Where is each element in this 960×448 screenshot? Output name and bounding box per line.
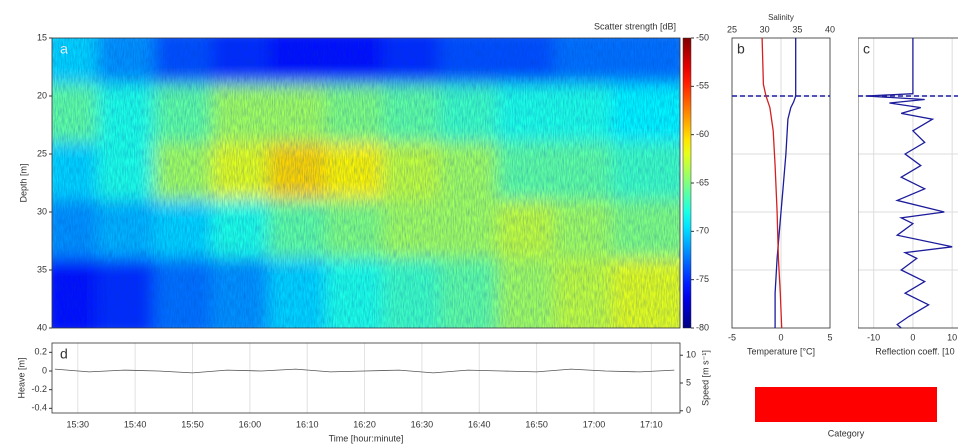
category-label: Category <box>828 428 865 438</box>
x2-tick-label: 25 <box>727 24 737 34</box>
x-axis-label: Reflection coeff. [10 <box>875 346 954 356</box>
category-swatch <box>755 387 937 422</box>
x-tick-label: 17:10 <box>640 419 663 429</box>
x2-axis-label: Salinity <box>768 13 794 22</box>
x-tick-label: 17:00 <box>583 419 606 429</box>
panel-label: c <box>863 41 870 57</box>
x-tick-label: 16:50 <box>525 419 548 429</box>
x-tick-label: 15:30 <box>67 419 90 429</box>
x-tick-label: 15:50 <box>181 419 204 429</box>
x-tick-label: 0 <box>778 332 783 342</box>
y-axis-label: Depth [m] <box>18 163 28 202</box>
y2-tick-label: 5 <box>686 377 691 387</box>
profile-line <box>761 37 783 329</box>
y-tick-label: 30 <box>37 206 47 216</box>
y-tick-label: 15 <box>37 32 47 42</box>
y2-axis-label: Speed [m s⁻¹] <box>700 350 710 406</box>
colorbar-tick-label: -55 <box>696 81 709 91</box>
x-tick-label: 16:30 <box>411 419 434 429</box>
y2-tick-label: 0 <box>686 405 691 415</box>
colorbar-tick-label: -60 <box>696 129 709 139</box>
colorbar-tick-label: -80 <box>696 322 709 332</box>
y-axis-label: Heave [m] <box>16 357 26 398</box>
frame <box>51 342 681 414</box>
y-tick-label: 20 <box>37 90 47 100</box>
x-axis-label: Time [hour:minute] <box>329 433 404 443</box>
x2-tick-label: 40 <box>825 24 835 34</box>
x2-tick-label: 30 <box>760 24 770 34</box>
colorbar <box>682 37 692 329</box>
profile-line <box>774 38 797 328</box>
x-tick-label: 16:20 <box>353 419 376 429</box>
x-tick-label: 16:10 <box>296 419 319 429</box>
panel-label: d <box>60 346 68 362</box>
x-tick-label: 15:40 <box>124 419 147 429</box>
x2-tick-label: 35 <box>792 24 802 34</box>
x-tick-label: 10 <box>947 332 957 342</box>
panel: -10 0 10 Reflection coeff. [10 c <box>858 37 958 356</box>
colorbar-tick-label: -75 <box>696 274 709 284</box>
colorbar-label: Scatter strength [dB] <box>594 21 676 31</box>
x-axis-label: Temperature [°C] <box>747 346 815 356</box>
heave-line <box>54 368 675 374</box>
x-tick-label: -10 <box>867 332 880 342</box>
x-tick-label: 0 <box>910 332 915 342</box>
colorbar-tick-label: -65 <box>696 177 709 187</box>
x-tick-label: -5 <box>728 332 736 342</box>
x-tick-label: 5 <box>827 332 832 342</box>
x-tick-label: 16:00 <box>239 419 262 429</box>
y-tick-label: 25 <box>37 148 47 158</box>
y-tick-label: 40 <box>37 322 47 332</box>
panel-label: b <box>737 41 745 57</box>
y-tick-label: -0.4 <box>31 403 47 413</box>
frame <box>731 37 831 329</box>
colorbar-tick-label: -50 <box>696 32 709 42</box>
echogram-texture <box>52 38 680 328</box>
y-tick-label: -0.2 <box>31 384 47 394</box>
profile-line <box>865 38 953 329</box>
y-tick-label: 35 <box>37 264 47 274</box>
y2-tick-label: 10 <box>686 350 696 360</box>
frame <box>858 37 958 329</box>
colorbar-tick-label: -70 <box>696 226 709 236</box>
y-tick-label: 0 <box>42 365 47 375</box>
x-tick-label: 16:40 <box>468 419 491 429</box>
y-tick-label: 0.2 <box>34 347 47 357</box>
